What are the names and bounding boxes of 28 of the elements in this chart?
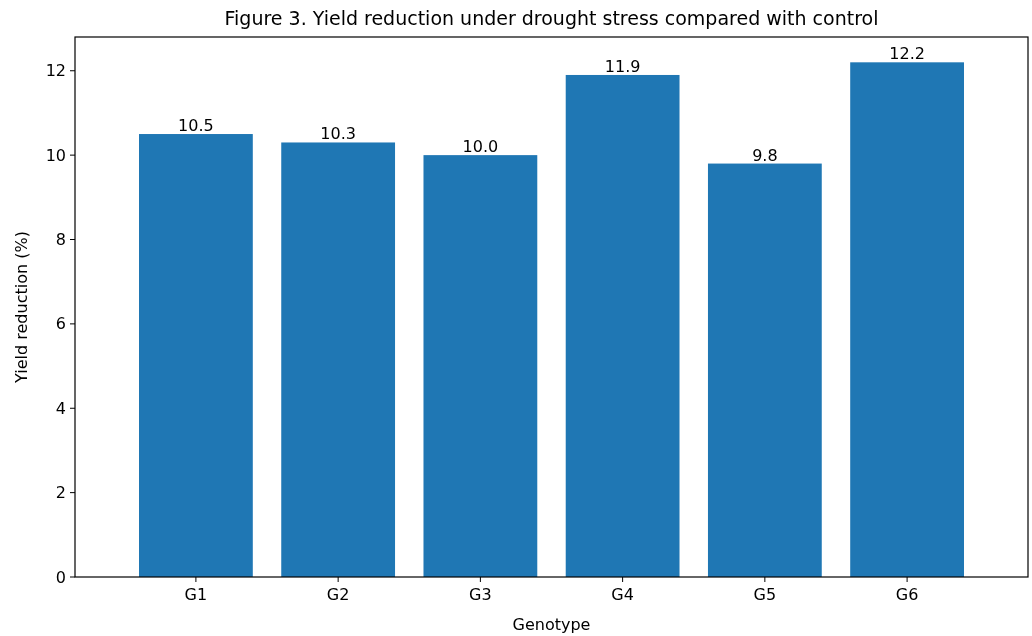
bar <box>139 134 253 577</box>
y-tick-label: 0 <box>55 567 66 587</box>
data-label: 10.0 <box>462 137 499 157</box>
y-tick-label: 2 <box>55 483 66 503</box>
bar <box>281 142 396 577</box>
x-tick-label: G4 <box>611 585 634 604</box>
data-label: 11.9 <box>604 56 641 76</box>
x-tick-label: G5 <box>753 585 777 604</box>
x-tick-label: G3 <box>469 585 492 604</box>
data-label: 10.5 <box>178 116 214 136</box>
chart-title: Figure 3. Yield reduction under drought stress compared with control <box>224 7 879 29</box>
x-tick-label: G1 <box>184 585 208 604</box>
y-tick-label: 8 <box>55 230 66 250</box>
y-tick-label: 12 <box>45 61 66 81</box>
data-label: 10.3 <box>320 124 356 144</box>
bar <box>707 163 822 577</box>
x-axis-title: Genotype <box>512 615 591 634</box>
y-tick-label: 6 <box>55 314 66 334</box>
bar <box>850 62 964 577</box>
bar <box>423 155 538 577</box>
y-axis-title: Yield reduction (%) <box>12 231 31 384</box>
y-tick-label: 4 <box>55 398 66 418</box>
y-tick-label: 10 <box>45 145 66 165</box>
data-label: 9.8 <box>752 145 778 165</box>
bar <box>565 74 680 577</box>
x-tick-label: G2 <box>326 585 350 604</box>
data-label: 12.2 <box>889 44 925 64</box>
x-tick-label: G6 <box>895 585 919 604</box>
